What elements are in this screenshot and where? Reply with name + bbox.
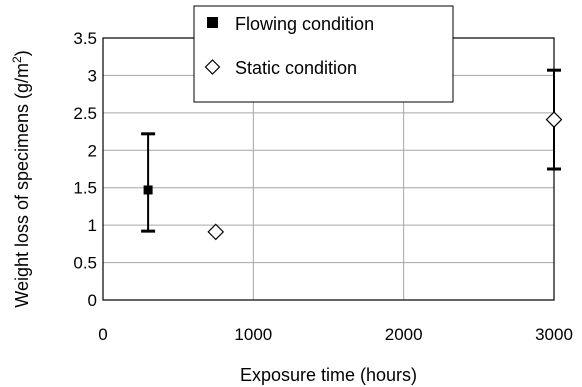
y-tick-label: 0 [88,291,97,310]
y-tick-label: 1.5 [73,179,97,198]
data-point-static [207,223,225,241]
legend-marker-flowing [207,17,218,28]
x-tick-label: 2000 [385,325,423,344]
y-tick-label: 0.5 [73,254,97,273]
data-point-static [545,111,563,128]
data-point-flowing [143,185,153,195]
y-tick-label: 1 [88,216,97,235]
y-tick-label: 3 [88,66,97,85]
y-tick-label: 2.5 [73,104,97,123]
x-tick-label: 3000 [535,325,573,344]
y-tick-label: 3.5 [73,29,97,48]
y-axis-label-tail: ) [12,50,32,56]
x-tick-label: 0 [98,325,107,344]
tick-labels: 0 0.5 1 1.5 2 2.5 3 3.5 0 1000 2000 3000 [73,29,573,344]
y-tick-label: 2 [88,141,97,160]
x-axis-label: Exposure time (hours) [240,365,417,385]
y-axis-label-superscript: 2 [10,56,24,63]
y-axis-label: Weight loss of specimens (g/m2) [10,50,32,307]
legend-marker-static [204,59,221,75]
legend-label-static: Static condition [235,58,357,78]
data-marks [141,68,563,241]
legend-box [193,5,454,103]
x-tick-label: 1000 [234,325,272,344]
legend-label-flowing: Flowing condition [235,14,374,34]
y-axis-label-main: Weight loss of specimens (g/m [12,63,32,308]
legend: Flowing condition Static condition [193,5,454,103]
